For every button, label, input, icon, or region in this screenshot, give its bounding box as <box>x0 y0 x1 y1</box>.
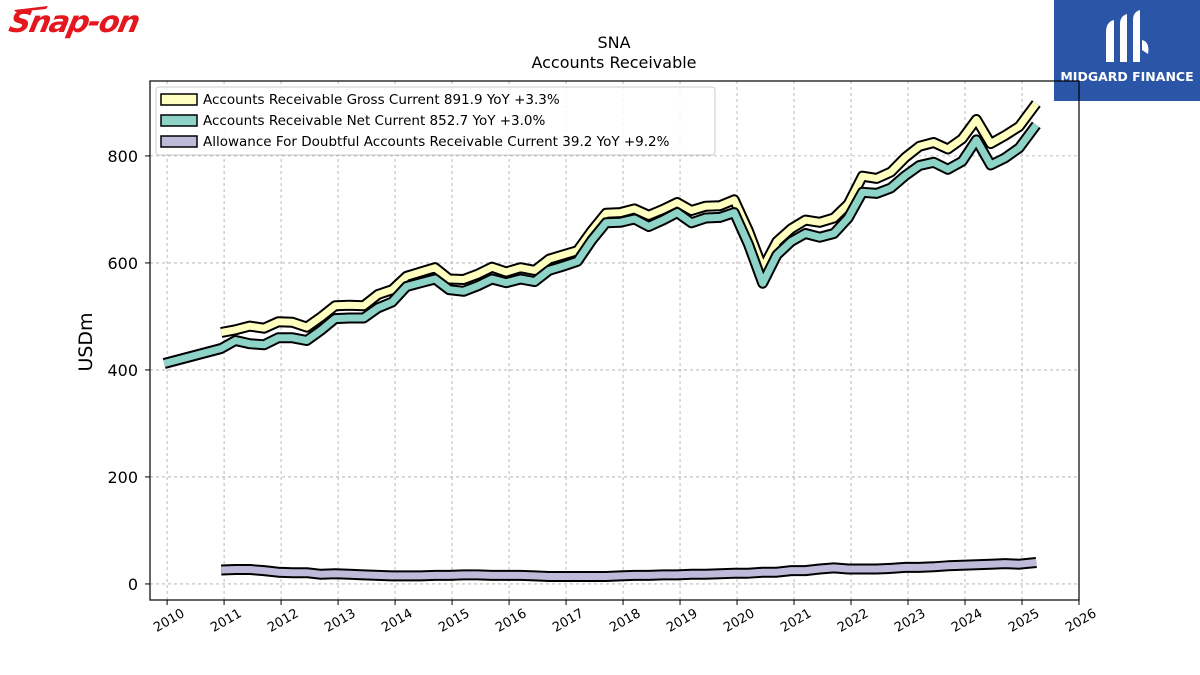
plot-frame <box>149 80 1080 601</box>
x-tick-label: 2015 <box>436 606 472 636</box>
x-tick-label: 2017 <box>550 606 586 636</box>
legend-item-gross: Accounts Receivable Gross Current 891.9 … <box>160 92 560 108</box>
series-allowance-line <box>221 557 1037 582</box>
x-tick-label: 2021 <box>778 606 814 636</box>
x-tick-label: 2024 <box>949 606 985 636</box>
y-axis-label: USDm <box>75 312 97 371</box>
y-tick-label: 800 <box>107 147 138 166</box>
series-net-line <box>162 121 1041 369</box>
legend-item-net: Accounts Receivable Net Current 852.7 Yo… <box>160 113 546 129</box>
legend-label-net: Accounts Receivable Net Current 852.7 Yo… <box>203 113 546 129</box>
legend-swatch-gross <box>160 93 198 106</box>
x-tick-label: 2011 <box>208 606 244 636</box>
y-tick-label: 200 <box>107 468 138 487</box>
y-axis-ticks: 0 200 400 600 800 <box>107 147 150 594</box>
x-tick-label: 2014 <box>379 606 415 636</box>
x-tick-label: 2012 <box>265 606 301 636</box>
y-tick-label: 600 <box>107 254 138 273</box>
midgard-finance-logo: MIDGARD FINANCE <box>1054 0 1200 101</box>
legend: Accounts Receivable Gross Current 891.9 … <box>155 86 716 156</box>
chart-title: SNA <box>597 33 630 52</box>
svg-text:Snap-on: Snap-on <box>8 5 142 40</box>
series-core <box>221 559 1037 580</box>
x-tick-label: 2016 <box>493 606 529 636</box>
legend-label-allowance: Allowance For Doubtful Accounts Receivab… <box>203 134 670 150</box>
legend-box <box>155 86 716 156</box>
x-tick-label: 2010 <box>151 606 187 636</box>
x-axis-ticks: 2010 2011 2012 2013 2014 2015 2016 2017 2018 2019… <box>151 600 1099 636</box>
series-core <box>220 101 1040 336</box>
x-tick-label: 2019 <box>664 606 700 636</box>
x-tick-label: 2023 <box>892 606 928 636</box>
x-tick-label: 2020 <box>721 606 757 636</box>
x-tick-label: 2018 <box>607 606 643 636</box>
x-tick-label: 2013 <box>322 606 358 636</box>
y-tick-label: 0 <box>128 575 138 594</box>
x-tick-label: 2022 <box>835 606 871 636</box>
series-core <box>163 122 1040 367</box>
x-tick-label: 2025 <box>1006 606 1042 636</box>
publisher-name: MIDGARD FINANCE <box>1060 69 1194 84</box>
chart-subtitle: Accounts Receivable <box>531 53 696 72</box>
series-lines <box>162 100 1041 582</box>
snap-on-logo: Snap-on <box>6 2 188 46</box>
y-tick-label: 400 <box>107 361 138 380</box>
midgard-emblem-icon <box>1106 10 1149 62</box>
legend-swatch-net <box>160 114 198 127</box>
x-tick-label: 2026 <box>1063 606 1099 636</box>
series-gross-line <box>220 100 1041 338</box>
legend-swatch-allowance <box>160 135 198 148</box>
grid <box>150 81 1080 600</box>
legend-item-allowance: Allowance For Doubtful Accounts Receivab… <box>160 134 670 150</box>
legend-label-gross: Accounts Receivable Gross Current 891.9 … <box>203 92 560 108</box>
